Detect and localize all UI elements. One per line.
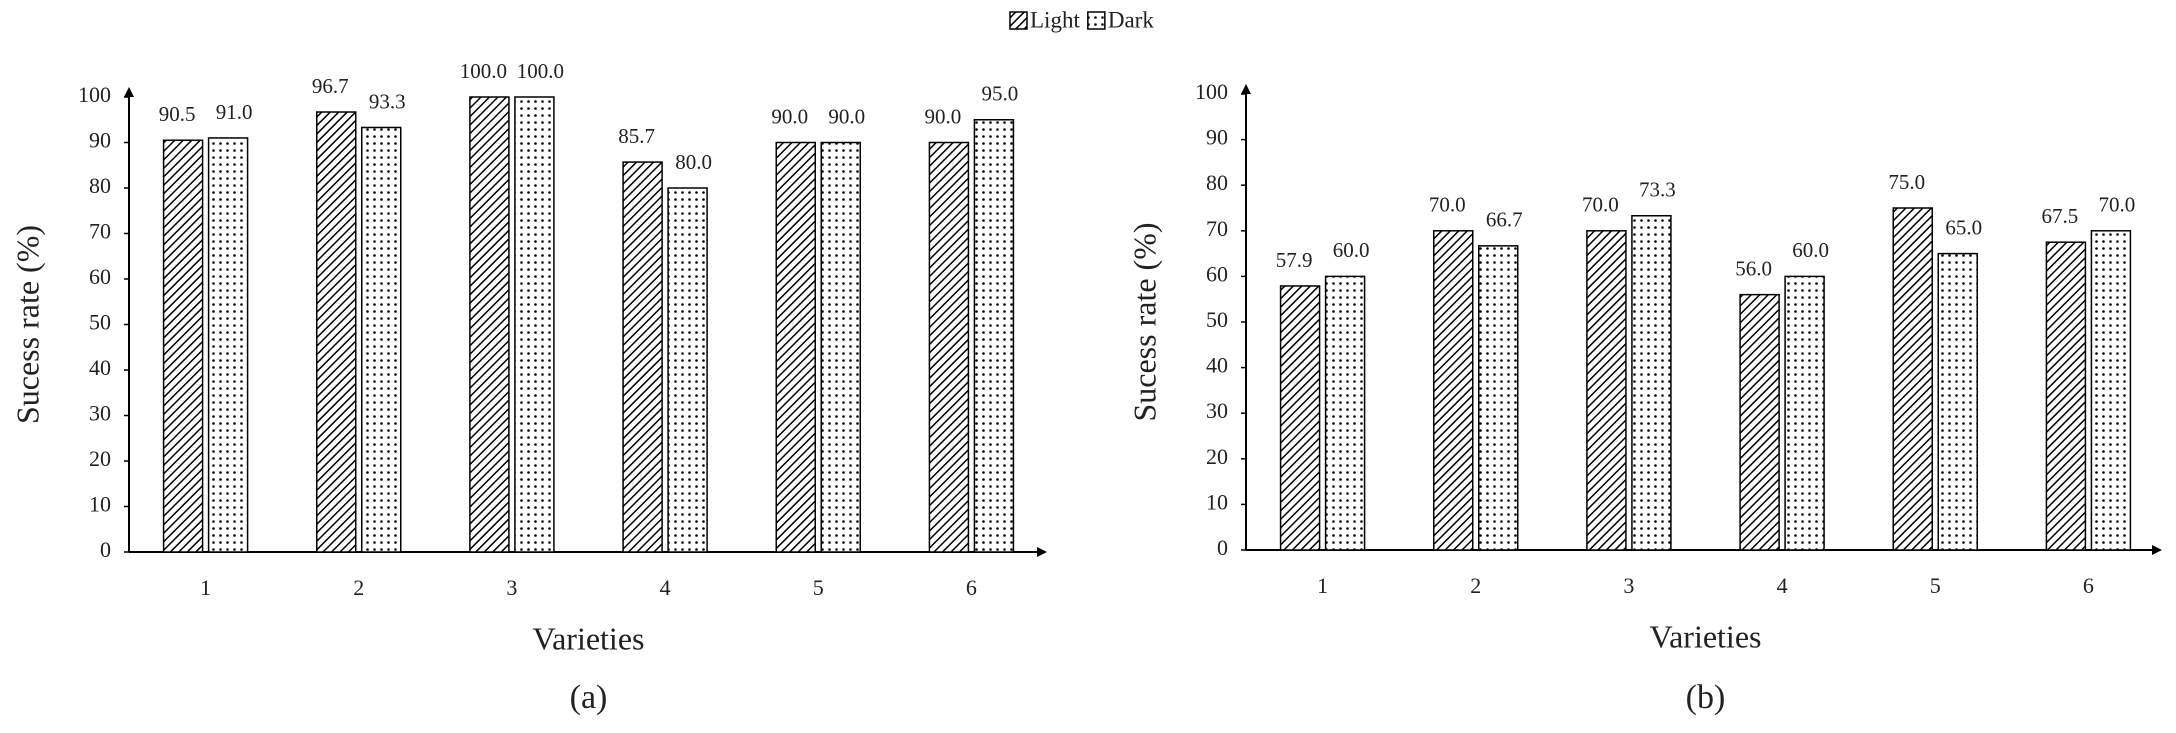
y-tick-label: 100 — [1195, 79, 1228, 104]
bar — [775, 141, 816, 553]
bar — [514, 96, 555, 553]
value-label: 73.3 — [1639, 178, 1676, 202]
value-label: 100.0 — [460, 59, 507, 83]
bar — [1478, 245, 1519, 551]
y-tick-label: 30 — [1206, 398, 1228, 423]
y-tick-label: 60 — [1206, 261, 1228, 286]
x-tick-label: 5 — [1930, 573, 1941, 598]
y-tick-label: 0 — [100, 537, 111, 562]
bar — [316, 111, 357, 553]
value-label: 91.0 — [216, 100, 253, 124]
y-tick-label: 90 — [89, 128, 111, 153]
value-label: 75.0 — [1888, 170, 1925, 194]
value-label: 70.0 — [2099, 193, 2136, 217]
value-label: 100.0 — [517, 59, 564, 83]
y-axis-label: Sucess rate (%) — [1126, 222, 1162, 421]
bar — [2090, 230, 2132, 551]
bar — [1279, 285, 1321, 551]
x-tick-label: 6 — [966, 575, 977, 600]
bar — [1586, 230, 1627, 551]
value-label: 70.0 — [1429, 193, 1466, 217]
x-axis-label: Varieties — [1650, 618, 1762, 654]
value-label: 60.0 — [1792, 238, 1829, 262]
x-tick-label: 5 — [813, 575, 824, 600]
value-label: 57.9 — [1276, 248, 1313, 272]
bar — [361, 126, 402, 553]
y-tick-label: 0 — [1217, 535, 1228, 560]
x-tick-label: 2 — [1470, 573, 1481, 598]
bar — [1937, 252, 1978, 551]
x-tick-label: 3 — [506, 575, 517, 600]
value-label: 60.0 — [1333, 238, 1370, 262]
y-tick-label: 50 — [89, 310, 111, 335]
bar — [1631, 215, 1672, 551]
x-tick-label: 1 — [200, 575, 211, 600]
bar — [1739, 293, 1780, 551]
x-tick-label: 2 — [353, 575, 364, 600]
value-label: 93.3 — [369, 89, 406, 113]
y-tick-label: 50 — [1206, 307, 1228, 332]
y-tick-label: 80 — [1206, 170, 1228, 195]
y-tick-label: 80 — [89, 173, 111, 198]
x-tick-label: 1 — [1317, 573, 1328, 598]
y-tick-label: 40 — [1206, 353, 1228, 378]
y-axis-label: Sucess rate (%) — [9, 225, 45, 424]
y-tick-label: 60 — [89, 264, 111, 289]
y-tick-label: 30 — [89, 401, 111, 426]
bar — [162, 139, 204, 553]
bar — [820, 141, 861, 553]
bar — [622, 161, 663, 553]
value-label: 80.0 — [675, 150, 712, 174]
x-tick-label: 3 — [1623, 573, 1634, 598]
x-axis-label: Varieties — [533, 620, 645, 656]
legend-swatch — [1009, 11, 1028, 30]
value-label: 90.0 — [771, 104, 808, 128]
value-label: 90.0 — [828, 104, 865, 128]
x-tick-label: 4 — [1777, 573, 1788, 598]
bar — [1892, 207, 1933, 551]
x-tick-label: 6 — [2083, 573, 2094, 598]
bar — [2045, 241, 2087, 551]
value-label: 95.0 — [982, 82, 1019, 106]
value-label: 65.0 — [1945, 215, 1982, 239]
y-tick-label: 70 — [1206, 216, 1228, 241]
bar — [1784, 275, 1825, 551]
legend-swatch — [1087, 11, 1106, 30]
value-label: 96.7 — [312, 74, 349, 98]
value-label: 90.5 — [159, 102, 196, 126]
bar — [667, 187, 708, 553]
value-label: 67.5 — [2042, 204, 2079, 228]
bar — [928, 141, 970, 553]
bar — [207, 137, 249, 553]
value-label: 66.7 — [1486, 208, 1523, 232]
y-tick-label: 20 — [1206, 444, 1228, 469]
legend-label: Light — [1030, 7, 1080, 32]
bar — [469, 96, 510, 553]
y-tick-label: 20 — [89, 446, 111, 471]
bar — [1324, 275, 1366, 551]
legend-label: Dark — [1108, 7, 1154, 32]
value-label: 56.0 — [1735, 256, 1772, 280]
value-label: 90.0 — [925, 104, 962, 128]
value-label: 85.7 — [618, 124, 655, 148]
bar — [1433, 230, 1474, 551]
y-tick-label: 100 — [78, 82, 111, 107]
x-tick-label: 4 — [660, 575, 671, 600]
y-tick-label: 70 — [89, 219, 111, 244]
y-tick-label: 10 — [1206, 489, 1228, 514]
bar — [973, 119, 1015, 553]
y-tick-label: 90 — [1206, 125, 1228, 150]
value-label: 70.0 — [1582, 193, 1619, 217]
caption: (a) — [570, 679, 608, 716]
y-tick-label: 40 — [89, 355, 111, 380]
caption: (b) — [1686, 679, 1726, 716]
y-tick-label: 10 — [89, 492, 111, 517]
